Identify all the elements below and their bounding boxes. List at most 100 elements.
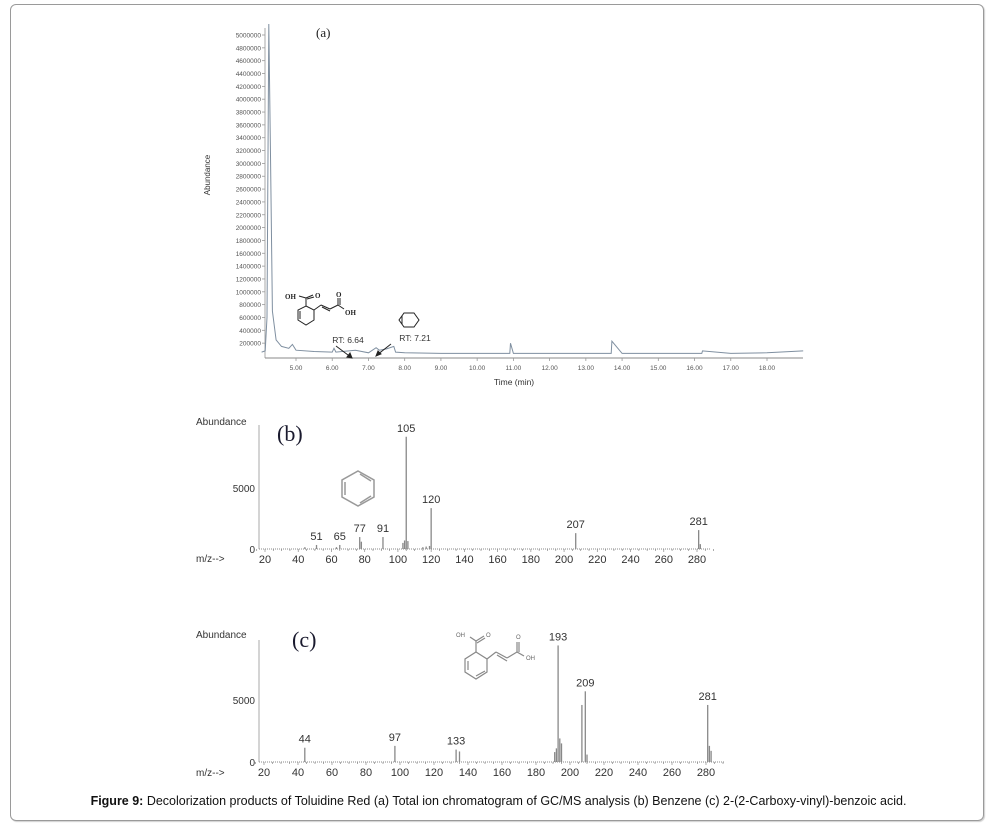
x-tick-label: 280 [688, 554, 706, 566]
y-tick-label: 1600000 [236, 251, 262, 258]
x-tick-label: 220 [595, 767, 613, 779]
y-tick-label: 800000 [239, 302, 261, 309]
x-tick-label: 200 [555, 554, 573, 566]
annotation-arrows [335, 343, 392, 359]
structure-o-label: O [336, 291, 342, 299]
structure-o-label: O [315, 292, 321, 300]
peak-label: 65 [334, 531, 346, 543]
y-tick-label: 600000 [239, 315, 261, 322]
structure-o-label: O [486, 633, 491, 639]
x-tick-label: 120 [422, 554, 440, 566]
y-tick-label: 3600000 [236, 122, 262, 129]
chromatogram-panel-a: 200000 400000 600000 800000 1000000 1200000 14… [203, 23, 804, 387]
structure-oh-label: OH [456, 633, 465, 639]
panel-a-x-label: Time (min) [494, 377, 534, 387]
peak-label: 105 [397, 423, 415, 435]
x-tick-label: 8.00 [398, 365, 411, 372]
figure-caption-text: Decolorization products of Toluidine Red… [143, 794, 907, 808]
y-tick-label: 400000 [239, 328, 261, 335]
x-tick-label: 260 [655, 554, 673, 566]
x-tick-label: 60 [326, 767, 338, 779]
benzene-structure [398, 312, 420, 328]
x-tick-label: 60 [325, 554, 337, 566]
peak-label: 91 [377, 523, 389, 535]
y-tick-label: 4200000 [236, 84, 262, 91]
panel-c-peaks [304, 645, 712, 762]
structure-oh-label: OH [285, 293, 296, 301]
peak-label: 77 [354, 523, 366, 535]
x-tick-label: 80 [359, 554, 371, 566]
x-tick-label: 15.00 [650, 365, 667, 372]
panel-a-y-label: Abundance [203, 154, 212, 195]
panel-b-y-label: Abundance [196, 417, 247, 428]
y-tick-label: 4800000 [236, 45, 262, 52]
x-tick-label: 13.00 [578, 365, 595, 372]
y-tick-label: 1000000 [236, 289, 262, 296]
panel-c-peak-labels: 44 97 133 193 209 281 [299, 631, 717, 747]
benzene-structure [341, 470, 375, 507]
peak-label: 120 [422, 494, 440, 506]
panel-b-x-label: m/z--> [196, 554, 225, 565]
y-tick-label: 1200000 [236, 276, 262, 283]
x-tick-label: 100 [389, 554, 407, 566]
y-tick-label: 2800000 [236, 174, 262, 181]
x-tick-label: 16.00 [686, 365, 703, 372]
x-tick-label: 20 [258, 767, 270, 779]
y-tick-label: 3800000 [236, 110, 262, 117]
panel-b-peak-labels: 51 65 77 91 105 120 207 281 [310, 423, 707, 543]
x-tick-label: 20 [259, 554, 271, 566]
peak-label: 193 [549, 631, 567, 643]
x-tick-label: 240 [621, 554, 639, 566]
rt-annotation-7-21: RT: 7.21 [399, 333, 431, 343]
y-tick-label: 2200000 [236, 212, 262, 219]
rt-annotation-6-64: RT: 6.64 [332, 335, 364, 345]
x-tick-label: 5.00 [290, 365, 303, 372]
x-tick-label: 40 [292, 767, 304, 779]
y-tick-label: 4000000 [236, 97, 262, 104]
panel-c-y-tick-0: 0 [249, 758, 255, 769]
structure-o-label: O [516, 635, 521, 641]
panel-a-y-ticks: 200000 400000 600000 800000 1000000 1200000 14… [236, 33, 265, 348]
panel-b-label: (b) [277, 421, 303, 446]
panel-b-peaks [304, 436, 701, 549]
peak-label: 281 [689, 516, 707, 528]
peak-label: 209 [576, 677, 594, 689]
x-tick-label: 140 [459, 767, 477, 779]
x-tick-label: 11.00 [505, 365, 521, 372]
panel-c-x-label: m/z--> [196, 768, 225, 779]
peak-label: 207 [567, 519, 585, 531]
structure-oh-label: OH [526, 656, 535, 662]
y-tick-label: 2000000 [236, 225, 262, 232]
x-tick-label: 40 [292, 554, 304, 566]
chromatogram-trace [261, 23, 804, 354]
x-tick-label: 7.00 [362, 365, 375, 372]
panel-c-y-tick-5000: 5000 [233, 696, 256, 707]
y-tick-label: 2600000 [236, 187, 262, 194]
carboxyvinyl-benzoic-acid-structure [464, 635, 525, 680]
mass-spectrum-panel-c: 20 40 60 80 100 120 140 160 180 200 220 240 260 280 4… [196, 627, 724, 779]
x-tick-label: 140 [455, 554, 473, 566]
panel-c-x-ticks: 20 40 60 80 100 120 140 160 180 200 220 240 260 280 [255, 762, 724, 779]
x-tick-label: 9.00 [435, 365, 448, 372]
panel-a-label: (a) [316, 25, 330, 40]
x-tick-label: 80 [360, 767, 372, 779]
y-tick-label: 5000000 [236, 33, 262, 40]
panel-b-x-ticks: 20 40 60 80 100 120 140 160 180 200 220 240 260 280 [256, 549, 714, 566]
panel-c-label: (c) [292, 627, 316, 652]
y-tick-label: 200000 [239, 341, 261, 348]
y-tick-label: 3200000 [236, 148, 262, 155]
x-tick-label: 6.00 [326, 365, 339, 372]
x-tick-label: 14.00 [614, 365, 631, 372]
peak-label: 133 [447, 736, 465, 748]
x-tick-label: 180 [527, 767, 545, 779]
figure-caption: Figure 9: Decolorization products of Tol… [0, 794, 997, 808]
x-tick-label: 280 [697, 767, 715, 779]
peak-label: 44 [299, 734, 311, 746]
panel-c-y-label: Abundance [196, 630, 247, 641]
x-tick-label: 240 [629, 767, 647, 779]
x-tick-label: 10.00 [469, 365, 486, 372]
panel-b-y-tick-5000: 5000 [233, 484, 256, 495]
x-tick-label: 100 [391, 767, 409, 779]
panel-b-y-tick-0: 0 [249, 545, 255, 556]
